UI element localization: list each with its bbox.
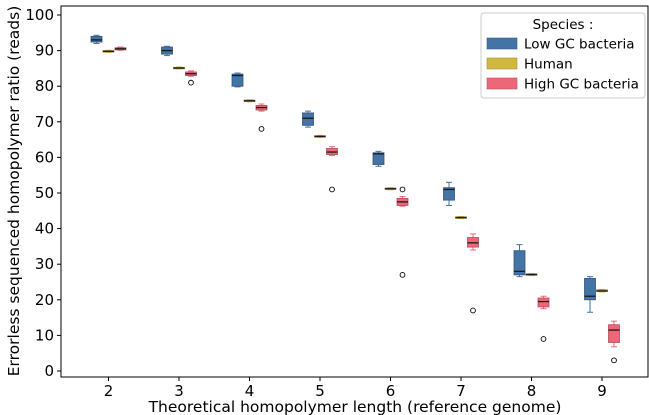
y-tick-label: 40 xyxy=(35,220,54,238)
legend-swatch xyxy=(486,37,518,50)
box-group xyxy=(525,272,538,277)
series-human xyxy=(102,49,608,293)
legend-title: Species : xyxy=(533,17,594,33)
box-group xyxy=(173,66,185,70)
box xyxy=(513,250,526,276)
outlier-point xyxy=(188,79,194,86)
y-tick-label: 50 xyxy=(35,184,54,202)
series-high-gc-bacteria xyxy=(114,46,620,364)
legend-label: Low GC bacteria xyxy=(524,37,635,53)
box-group xyxy=(443,181,455,206)
x-tick-label: 2 xyxy=(104,382,114,400)
outlier-point xyxy=(399,272,406,278)
series-low-gc-bacteria xyxy=(90,34,596,313)
x-tick-label: 3 xyxy=(174,382,184,400)
box-group xyxy=(102,49,115,53)
y-tick-label: 60 xyxy=(35,148,54,166)
x-tick-label: 6 xyxy=(386,382,396,400)
legend-entries: Low GC bacteria Human High GC bacteria xyxy=(486,37,639,93)
box-group xyxy=(231,72,244,88)
box-group xyxy=(384,187,397,191)
box xyxy=(90,35,103,43)
x-tick-label: 4 xyxy=(245,382,255,400)
outlier-point xyxy=(540,336,547,342)
box xyxy=(584,278,596,301)
y-tick-label: 90 xyxy=(35,42,54,60)
x-tick-label: 9 xyxy=(597,382,607,400)
box-group xyxy=(467,233,479,314)
box-group xyxy=(90,34,103,44)
box-group xyxy=(314,134,326,138)
outlier-point xyxy=(329,186,335,193)
y-tick-label: 30 xyxy=(35,255,54,273)
box-group xyxy=(596,288,608,293)
outlier-point xyxy=(258,126,265,132)
outlier-point xyxy=(470,307,476,314)
legend-swatch xyxy=(486,77,518,90)
x-tick-label: 5 xyxy=(315,382,325,400)
box-group xyxy=(513,244,526,278)
box xyxy=(372,152,385,165)
x-axis-label: Theoretical homopolymer length (referenc… xyxy=(148,398,562,415)
box-group xyxy=(372,150,385,167)
box-group xyxy=(584,276,596,313)
box-group xyxy=(161,45,173,57)
box xyxy=(302,112,314,126)
legend: Species : Low GC bacteria Human High GC ba… xyxy=(480,12,646,99)
y-axis: 0 10 20 30 40 50 60 70 80 90 100 xyxy=(25,6,61,380)
box-group xyxy=(455,215,467,220)
box-group xyxy=(255,103,268,132)
outlier-point xyxy=(399,186,406,193)
y-tick-label: 20 xyxy=(35,291,54,309)
legend-label: High GC bacteria xyxy=(524,77,639,93)
box-group xyxy=(608,320,620,364)
legend-box xyxy=(480,12,646,99)
y-tick-label: 0 xyxy=(44,362,54,380)
y-tick-label: 10 xyxy=(35,326,54,344)
box-group xyxy=(302,110,314,128)
outlier-point xyxy=(611,357,617,364)
y-tick-label: 70 xyxy=(35,113,54,131)
x-axis: 2 3 4 5 6 7 8 9 xyxy=(104,377,607,400)
box-group xyxy=(326,146,338,193)
box-group xyxy=(396,186,409,278)
box xyxy=(231,73,244,87)
box-group xyxy=(185,70,197,86)
box xyxy=(608,324,620,343)
axes-border xyxy=(60,5,649,378)
legend-label: Human xyxy=(524,57,573,73)
box-group xyxy=(537,295,550,342)
box-group xyxy=(114,46,127,51)
y-tick-label: 100 xyxy=(25,6,54,24)
legend-swatch xyxy=(486,57,518,70)
boxes-layer xyxy=(90,34,620,364)
box-group xyxy=(243,99,256,103)
y-axis-label: Errorless sequenced homopolymer ratio (r… xyxy=(5,6,23,377)
box xyxy=(443,187,455,201)
x-tick-label: 8 xyxy=(527,382,537,400)
y-tick-label: 80 xyxy=(35,77,54,95)
plot-frame xyxy=(60,5,649,378)
box xyxy=(537,297,550,308)
x-tick-label: 7 xyxy=(456,382,466,400)
